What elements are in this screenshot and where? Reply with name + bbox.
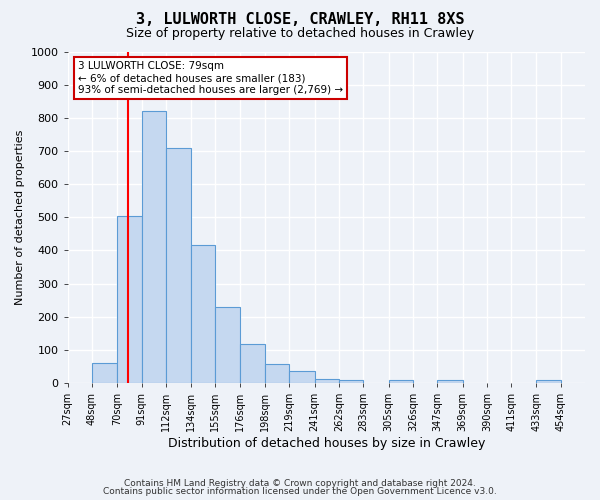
Text: 3 LULWORTH CLOSE: 79sqm
← 6% of detached houses are smaller (183)
93% of semi-de: 3 LULWORTH CLOSE: 79sqm ← 6% of detached… <box>78 62 343 94</box>
Bar <box>117 216 142 383</box>
Bar <box>215 307 239 383</box>
Text: Contains HM Land Registry data © Crown copyright and database right 2024.: Contains HM Land Registry data © Crown c… <box>124 478 476 488</box>
Bar <box>339 380 363 383</box>
Text: Size of property relative to detached houses in Crawley: Size of property relative to detached ho… <box>126 28 474 40</box>
Bar <box>239 344 265 383</box>
Bar <box>389 380 413 383</box>
X-axis label: Distribution of detached houses by size in Crawley: Distribution of detached houses by size … <box>167 437 485 450</box>
Y-axis label: Number of detached properties: Number of detached properties <box>15 130 25 305</box>
Bar <box>536 380 561 383</box>
Text: Contains public sector information licensed under the Open Government Licence v3: Contains public sector information licen… <box>103 487 497 496</box>
Bar <box>437 380 463 383</box>
Bar <box>315 378 339 383</box>
Bar <box>265 364 289 383</box>
Bar <box>92 363 117 383</box>
Text: 3, LULWORTH CLOSE, CRAWLEY, RH11 8XS: 3, LULWORTH CLOSE, CRAWLEY, RH11 8XS <box>136 12 464 28</box>
Bar <box>166 148 191 383</box>
Bar <box>191 246 215 383</box>
Bar <box>142 111 166 383</box>
Bar <box>289 372 315 383</box>
